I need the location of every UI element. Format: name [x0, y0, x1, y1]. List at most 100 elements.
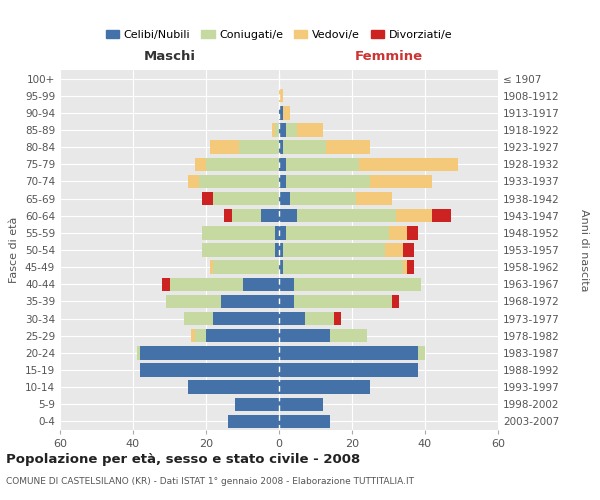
Bar — [279, 278, 293, 291]
Text: Maschi: Maschi — [143, 50, 196, 63]
Bar — [279, 380, 370, 394]
Bar — [188, 380, 279, 394]
Y-axis label: Anni di nascita: Anni di nascita — [579, 209, 589, 291]
Bar — [202, 244, 279, 256]
Bar — [279, 174, 432, 188]
Bar — [279, 192, 290, 205]
Bar — [279, 174, 370, 188]
Bar — [279, 244, 283, 256]
Text: Popolazione per età, sesso e stato civile - 2008: Popolazione per età, sesso e stato civil… — [6, 452, 360, 466]
Bar — [279, 244, 414, 256]
Bar — [279, 364, 418, 376]
Bar — [279, 346, 425, 360]
Text: Femmine: Femmine — [355, 50, 422, 63]
Bar — [279, 346, 425, 360]
Bar — [279, 294, 392, 308]
Bar — [279, 278, 421, 291]
Bar — [279, 398, 323, 411]
Bar — [184, 312, 279, 326]
Bar — [272, 124, 279, 136]
Bar — [140, 364, 279, 376]
Bar — [140, 364, 279, 376]
Bar — [279, 124, 323, 136]
Bar — [184, 312, 279, 326]
Bar — [140, 364, 279, 376]
Bar — [279, 158, 286, 171]
Bar — [279, 209, 432, 222]
Bar — [279, 174, 286, 188]
Bar — [199, 174, 279, 188]
Bar — [279, 244, 385, 256]
Bar — [279, 192, 392, 205]
Bar — [202, 244, 279, 256]
Bar — [279, 209, 451, 222]
Bar — [188, 380, 279, 394]
Bar — [279, 329, 330, 342]
Bar — [279, 260, 414, 274]
Bar — [279, 329, 367, 342]
Bar — [232, 209, 279, 222]
Bar — [202, 226, 279, 239]
Bar — [279, 140, 370, 154]
Bar — [137, 346, 279, 360]
Bar — [214, 312, 279, 326]
Bar — [209, 260, 279, 274]
Bar — [191, 329, 279, 342]
Bar — [279, 124, 286, 136]
Bar — [228, 414, 279, 428]
Bar — [279, 89, 283, 102]
Bar — [279, 140, 326, 154]
Bar — [235, 398, 279, 411]
Bar — [279, 414, 330, 428]
Bar — [279, 226, 407, 239]
Bar — [228, 414, 279, 428]
Bar — [279, 278, 421, 291]
Bar — [242, 278, 279, 291]
Bar — [279, 192, 392, 205]
Bar — [279, 398, 323, 411]
Bar — [235, 398, 279, 411]
Bar — [279, 414, 330, 428]
Bar — [279, 312, 305, 326]
Bar — [140, 364, 279, 376]
Bar — [279, 158, 458, 171]
Bar — [279, 364, 418, 376]
Bar — [279, 278, 421, 291]
Bar — [272, 124, 279, 136]
Bar — [202, 244, 279, 256]
Bar — [209, 260, 279, 274]
Bar — [279, 244, 403, 256]
Bar — [235, 398, 279, 411]
Bar — [279, 158, 359, 171]
Bar — [279, 364, 418, 376]
Bar — [195, 329, 279, 342]
Bar — [279, 312, 334, 326]
Bar — [184, 312, 279, 326]
Bar — [188, 380, 279, 394]
Bar — [275, 244, 279, 256]
Bar — [195, 158, 279, 171]
Bar — [191, 329, 279, 342]
Y-axis label: Fasce di età: Fasce di età — [10, 217, 19, 283]
Legend: Celibi/Nubili, Coniugati/e, Vedovi/e, Divorziati/e: Celibi/Nubili, Coniugati/e, Vedovi/e, Di… — [101, 25, 457, 44]
Bar — [279, 329, 367, 342]
Bar — [279, 174, 432, 188]
Bar — [170, 278, 279, 291]
Bar — [166, 294, 279, 308]
Bar — [275, 124, 279, 136]
Bar — [279, 260, 403, 274]
Bar — [188, 174, 279, 188]
Bar — [202, 192, 279, 205]
Bar — [261, 209, 279, 222]
Bar — [195, 158, 279, 171]
Bar — [279, 260, 283, 274]
Bar — [279, 158, 458, 171]
Bar — [279, 398, 323, 411]
Bar — [206, 158, 279, 171]
Bar — [235, 398, 279, 411]
Bar — [279, 106, 290, 120]
Bar — [202, 226, 279, 239]
Bar — [162, 278, 279, 291]
Bar — [279, 226, 286, 239]
Bar — [279, 294, 293, 308]
